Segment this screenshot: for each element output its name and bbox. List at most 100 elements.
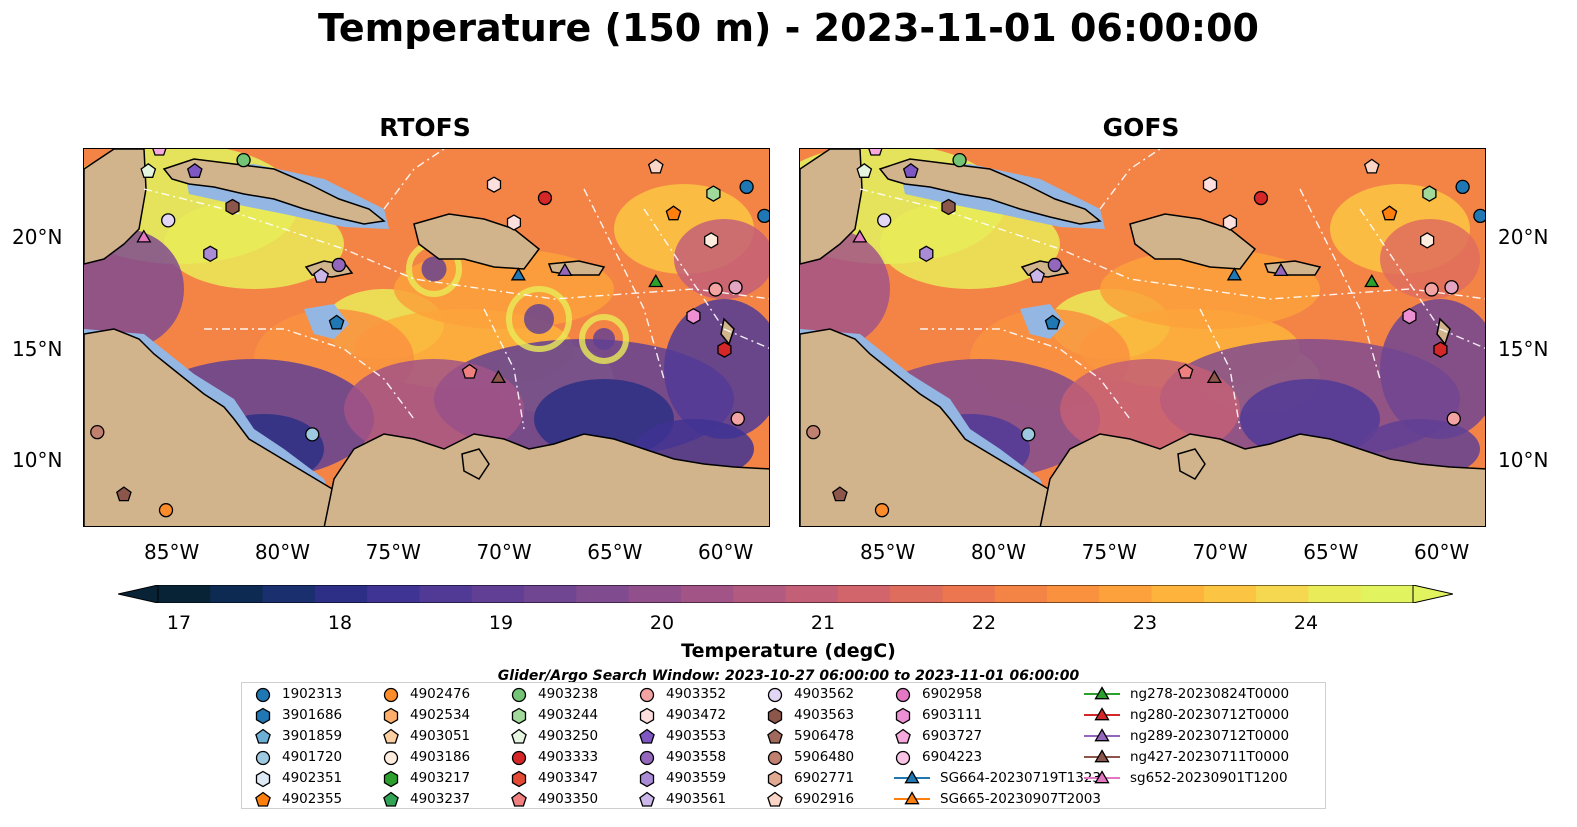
colorbar-bin [1203, 585, 1257, 603]
map-marker-pentagon [328, 314, 345, 330]
map-marker-circle [1455, 179, 1470, 195]
map-marker-circle [708, 282, 723, 297]
colorbar-bin [628, 585, 682, 603]
legend-marker-circle [383, 750, 399, 765]
legend-marker-hexagon [511, 707, 527, 724]
legend-marker-triangle-line [1084, 748, 1120, 762]
longitude-tick-label: 70°W [1192, 540, 1248, 564]
legend-item: 4903562 [764, 683, 854, 704]
legend-label: SG664-20230719T1323 [940, 769, 1101, 786]
colorbar-bin [471, 585, 525, 603]
legend-label: 4903558 [666, 748, 727, 765]
legend-label: ng280-20230712T0000 [1130, 706, 1290, 723]
legend-marker-triangle-line [1084, 769, 1120, 783]
legend-symbol [383, 750, 399, 765]
legend-item: 4903238 [508, 683, 598, 704]
legend-item: 4903347 [508, 767, 598, 788]
legend-item: 6903111 [892, 704, 982, 725]
latitude-tick-label-left: 15°N [12, 336, 63, 361]
legend-label: 4903244 [538, 706, 599, 723]
legend-symbol [255, 728, 271, 744]
legend-marker-circle [767, 750, 783, 765]
legend-symbol [1094, 706, 1110, 720]
legend-item: 4903352 [636, 683, 726, 704]
legend-item: 4903563 [764, 704, 854, 725]
legend-label: 6903727 [922, 727, 983, 744]
colorbar-tick-label: 18 [327, 612, 353, 634]
legend-item: 4903051 [380, 725, 470, 746]
colorbar-bin [994, 585, 1048, 603]
colorbar-tick-label: 22 [971, 612, 997, 634]
legend-symbol [767, 728, 783, 744]
map-marker-triangle [136, 229, 152, 243]
legend-label: 4903237 [410, 790, 471, 807]
legend-label: 4903352 [666, 685, 727, 702]
legend-item: 4903250 [508, 725, 598, 746]
legend-label: 4903250 [538, 727, 599, 744]
map-marker-pentagon [152, 149, 167, 156]
legend-label: 4903333 [538, 748, 599, 765]
legend-item: 6902771 [764, 767, 854, 788]
colorbar-bin [680, 585, 734, 603]
legend-marker-circle [511, 687, 527, 702]
map-marker-pentagon [832, 486, 848, 502]
legend-item: 3901859 [252, 725, 342, 746]
legend-label: 6903111 [922, 706, 983, 723]
legend-symbol [255, 770, 271, 787]
longitude-tick-label: 80°W [254, 540, 311, 564]
legend-marker-pentagon [639, 791, 655, 807]
latitude-tick-label-right: 10°N [1498, 448, 1549, 473]
longitude-tick-label: 60°W [1414, 540, 1470, 564]
longitude-tick-label: 70°W [476, 540, 532, 564]
legend-label: 4903217 [410, 769, 471, 786]
legend-symbol [1094, 748, 1110, 762]
legend-marker-circle [383, 687, 399, 702]
longitude-tick-label: 60°W [698, 540, 754, 564]
colorbar-bin [1308, 585, 1362, 603]
longitude-tick-label: 80°W [970, 540, 1027, 564]
map-marker-circle [331, 257, 347, 273]
legend-marker-pentagon [255, 791, 271, 807]
map-marker-hexagon [941, 198, 956, 216]
legend-marker-hexagon [767, 707, 783, 724]
map-marker-circle [236, 152, 251, 168]
legend-label: 4903562 [794, 685, 855, 702]
legend-item: 4903561 [636, 788, 726, 809]
map-marker-pentagon [461, 363, 478, 379]
map-marker-hexagon [706, 185, 721, 202]
colorbar-bin [1046, 585, 1100, 603]
legend-label: SG665-20230907T2003 [940, 790, 1101, 807]
legend-marker-triangle-line [1084, 706, 1120, 720]
map-marker-triangle [1226, 267, 1242, 281]
legend-item: 1902313 [252, 683, 342, 704]
legend-symbol [639, 728, 655, 744]
legend-marker-triangle-line [894, 769, 930, 783]
legend-marker-circle [895, 750, 911, 765]
legend-marker-hexagon [255, 707, 271, 724]
legend-item: SG664-20230719T1323 [892, 767, 1101, 788]
legend-marker-pentagon [511, 728, 527, 744]
legend-marker-circle [639, 750, 655, 765]
colorbar-bin [367, 585, 421, 603]
legend-item: 4902351 [252, 767, 342, 788]
map-marker-circle [1047, 257, 1063, 273]
legend-item: 6903727 [892, 725, 982, 746]
colorbar-bin [785, 585, 839, 603]
map-marker-hexagon [1433, 341, 1448, 358]
map-marker-pentagon [665, 205, 682, 221]
search-window-text: Glider/Argo Search Window: 2023-10-27 06… [497, 668, 1080, 684]
legend-symbol [383, 791, 399, 807]
map-marker-pentagon [116, 486, 132, 502]
map-marker-triangle [1273, 262, 1289, 277]
legend-symbol [511, 687, 527, 702]
map-marker-pentagon [313, 267, 329, 283]
legend-marker-pentagon [383, 791, 399, 807]
map-marker-hexagon [225, 198, 240, 216]
map-marker-triangle [490, 369, 507, 384]
legend-label: 3901859 [282, 727, 343, 744]
map-marker-hexagon [1222, 214, 1238, 231]
legend-marker-hexagon [511, 770, 527, 787]
legend-label: 5906478 [794, 727, 855, 744]
legend-item: 4903217 [380, 767, 470, 788]
legend-label: sg652-20230901T1200 [1130, 769, 1288, 786]
